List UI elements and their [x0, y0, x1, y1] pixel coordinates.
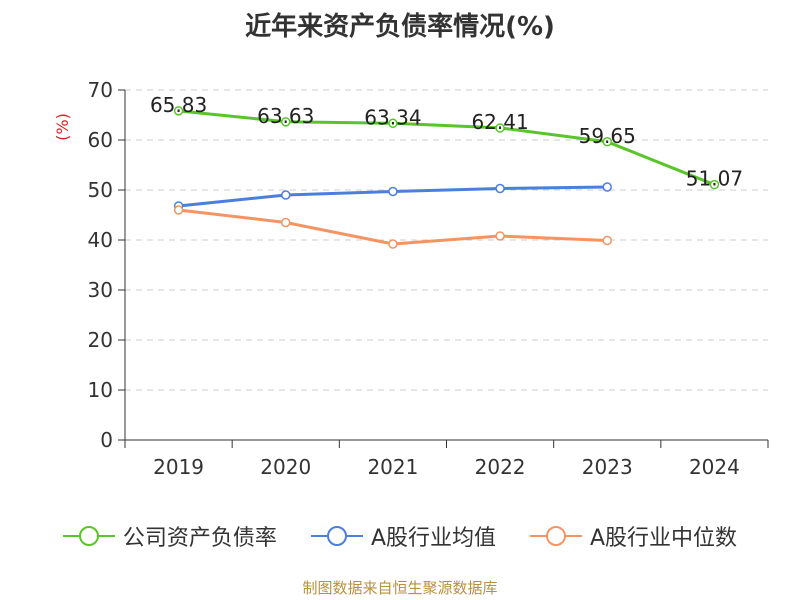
legend-swatch-median-icon	[530, 526, 582, 546]
chart-title: 近年来资产负债率情况(%)	[245, 12, 555, 42]
data-point	[602, 182, 612, 192]
data-label: 62.41	[471, 110, 528, 134]
x-tick-label: 2019	[153, 455, 204, 479]
y-tick-label: 20	[88, 328, 113, 352]
x-tick-label: 2020	[260, 455, 311, 479]
legend-item-industry-median[interactable]: A股行业中位数	[530, 520, 737, 552]
legend-item-company[interactable]: 公司资产负债率	[62, 520, 277, 552]
x-tick-label: 2023	[582, 455, 633, 479]
y-tick-label: 10	[88, 378, 113, 402]
data-point	[495, 183, 505, 194]
x-tick-label: 2024	[689, 455, 740, 479]
y-tick-label: 30	[88, 278, 113, 302]
y-tick-label: 50	[88, 178, 113, 202]
legend-item-industry-mean[interactable]: A股行业均值	[310, 520, 496, 552]
legend-label-mean: A股行业均值	[370, 526, 496, 551]
legend-swatch-company-icon	[62, 526, 115, 546]
legend: 公司资产负债率 A股行业均值 A股行业中位数	[0, 520, 800, 552]
data-point	[602, 235, 612, 246]
y-tick-label: 60	[88, 128, 113, 152]
data-point	[388, 239, 398, 249]
series-line-0	[177, 109, 716, 187]
legend-swatch-mean-icon	[310, 526, 363, 546]
data-point	[495, 231, 505, 241]
data-point	[281, 217, 291, 228]
data-label: 63.34	[364, 105, 421, 129]
data-point	[602, 137, 612, 147]
data-point	[495, 123, 505, 133]
data-point	[173, 205, 184, 215]
source-footer: 制图数据来自恒生聚源数据库	[302, 579, 498, 597]
data-point	[281, 117, 291, 127]
data-point	[388, 118, 398, 129]
y-tick-label: 0	[100, 428, 113, 452]
data-point	[709, 179, 720, 190]
data-label: 65.83	[150, 93, 207, 117]
legend-label-median: A股行业中位数	[590, 526, 738, 551]
x-tick-label: 2022	[475, 455, 526, 479]
x-tick-label: 2021	[367, 455, 418, 479]
y-tick-label: 70	[88, 78, 113, 102]
data-point	[388, 186, 398, 197]
data-point	[281, 190, 291, 200]
data-label: 63.63	[257, 104, 314, 128]
y-axis-label: (%)	[53, 113, 72, 141]
data-point	[173, 106, 184, 116]
series-line-2	[177, 208, 609, 246]
data-label: 59.65	[579, 124, 636, 148]
y-tick-label: 40	[88, 228, 113, 252]
legend-label-company: 公司资产负债率	[122, 526, 277, 551]
data-label: 51.07	[686, 167, 743, 191]
